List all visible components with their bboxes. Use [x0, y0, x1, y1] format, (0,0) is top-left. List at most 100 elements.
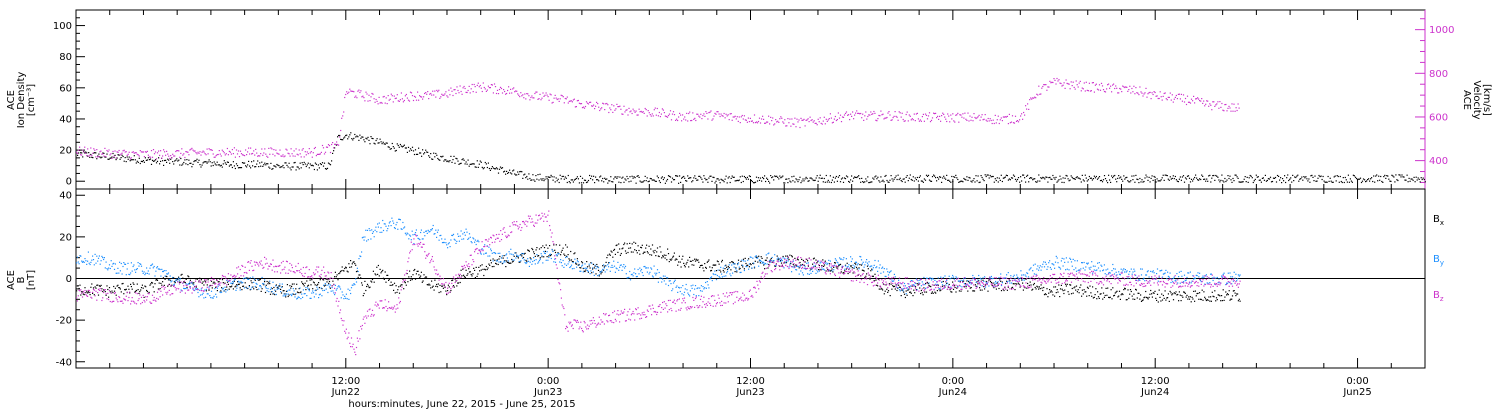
bx-series-point: [1187, 298, 1189, 300]
bx-series-point: [441, 285, 443, 287]
bx-series-point: [274, 294, 276, 296]
velocity-series-point: [579, 103, 582, 105]
velocity-series-point: [1079, 80, 1081, 82]
by-series-point: [617, 261, 619, 263]
bx-series-point: [979, 289, 981, 291]
by-series-point: [451, 234, 453, 236]
velocity-series-point: [431, 94, 433, 96]
velocity-series-point: [725, 113, 727, 115]
velocity-series-point: [1046, 89, 1048, 91]
bx-series-point: [270, 291, 272, 293]
by-series-point: [811, 268, 813, 270]
by-series-point: [736, 270, 738, 272]
density-series-point: [1390, 180, 1392, 182]
density-series-point: [270, 162, 272, 164]
by-series-point: [473, 238, 475, 240]
density-series-point: [1061, 181, 1063, 183]
density-series-point: [785, 178, 787, 180]
density-series-point: [119, 158, 121, 160]
density-series-point: [471, 163, 473, 165]
density-series-point: [1223, 181, 1225, 183]
by-series-point: [423, 231, 425, 233]
velocity-series-point: [212, 153, 214, 155]
by-series-point: [629, 279, 632, 281]
velocity-series-point: [250, 147, 252, 149]
bx-series-point: [118, 287, 120, 289]
by-series-point: [459, 235, 461, 237]
bx-series-point: [1036, 285, 1038, 287]
bx-series-point: [216, 279, 218, 281]
velocity-series-point: [99, 151, 101, 153]
density-series-point: [205, 161, 207, 163]
velocity-series-point: [592, 105, 594, 107]
by-series-point: [203, 297, 205, 299]
density-series-point: [694, 175, 696, 177]
velocity-series-point: [642, 111, 644, 113]
bx-series-point: [930, 286, 932, 288]
bx-series-point: [1214, 290, 1216, 292]
density-series-point: [344, 136, 346, 138]
velocity-series-point: [922, 113, 924, 115]
density-series-point: [985, 175, 987, 178]
by-series-point: [144, 274, 146, 276]
by-series-point: [517, 255, 519, 257]
bx-series-point: [303, 285, 305, 287]
velocity-series-point: [1060, 82, 1062, 85]
bx-series-point: [1218, 294, 1220, 296]
velocity-series-point: [550, 94, 552, 96]
bx-series-point: [949, 289, 951, 291]
density-series-point: [255, 166, 257, 168]
by-series-point: [356, 267, 358, 269]
density-series-point: [787, 182, 789, 184]
by-series-point: [149, 267, 151, 269]
velocity-series-point: [842, 116, 845, 118]
bx-series-point: [807, 260, 809, 262]
velocity-series-point: [605, 103, 607, 105]
bx-series-point: [151, 281, 153, 284]
density-series-point: [1023, 174, 1025, 176]
bx-series-point: [774, 265, 776, 267]
velocity-series-point: [1000, 117, 1002, 119]
bx-series-point: [243, 278, 245, 280]
bx-series-point: [356, 270, 358, 272]
velocity-series-point: [684, 116, 686, 118]
by-series-point: [273, 292, 275, 294]
velocity-series-point: [612, 111, 614, 113]
by-series-point: [944, 275, 946, 277]
density-series-point: [696, 179, 698, 181]
density-series-point: [332, 152, 334, 154]
density-series-point: [708, 177, 710, 179]
bx-series-point: [894, 288, 896, 290]
density-series-point: [643, 180, 645, 182]
density-series-point: [1007, 179, 1009, 181]
density-series-point: [208, 159, 210, 161]
bx-series-point: [187, 275, 189, 277]
density-series-point: [1195, 174, 1197, 176]
velocity-series-point: [400, 92, 402, 94]
velocity-series-point: [83, 151, 85, 153]
bx-series-point: [1109, 296, 1111, 298]
by-series-point: [226, 279, 228, 281]
velocity-series-point: [508, 86, 510, 88]
density-series-point: [569, 182, 571, 184]
by-series-point: [104, 267, 106, 269]
velocity-series-point: [510, 88, 512, 90]
velocity-series-point: [1171, 94, 1173, 96]
density-series-point: [909, 174, 911, 176]
bx-series-point: [194, 278, 197, 280]
velocity-series-point: [407, 99, 410, 101]
by-series-point: [759, 259, 761, 262]
density-series-point: [733, 176, 735, 178]
velocity-series-point: [645, 109, 647, 111]
velocity-series-point: [1146, 96, 1148, 98]
density-series-point: [1181, 176, 1183, 178]
density-series-point: [559, 174, 561, 176]
by-series-point: [81, 260, 83, 262]
velocity-series-point: [398, 100, 400, 102]
bx-series-point: [1140, 300, 1143, 302]
bx-series-point: [1152, 292, 1154, 294]
density-series-point: [830, 181, 832, 184]
bx-series-point: [752, 262, 754, 264]
bx-series-point: [382, 269, 384, 271]
density-series-point: [552, 179, 554, 181]
